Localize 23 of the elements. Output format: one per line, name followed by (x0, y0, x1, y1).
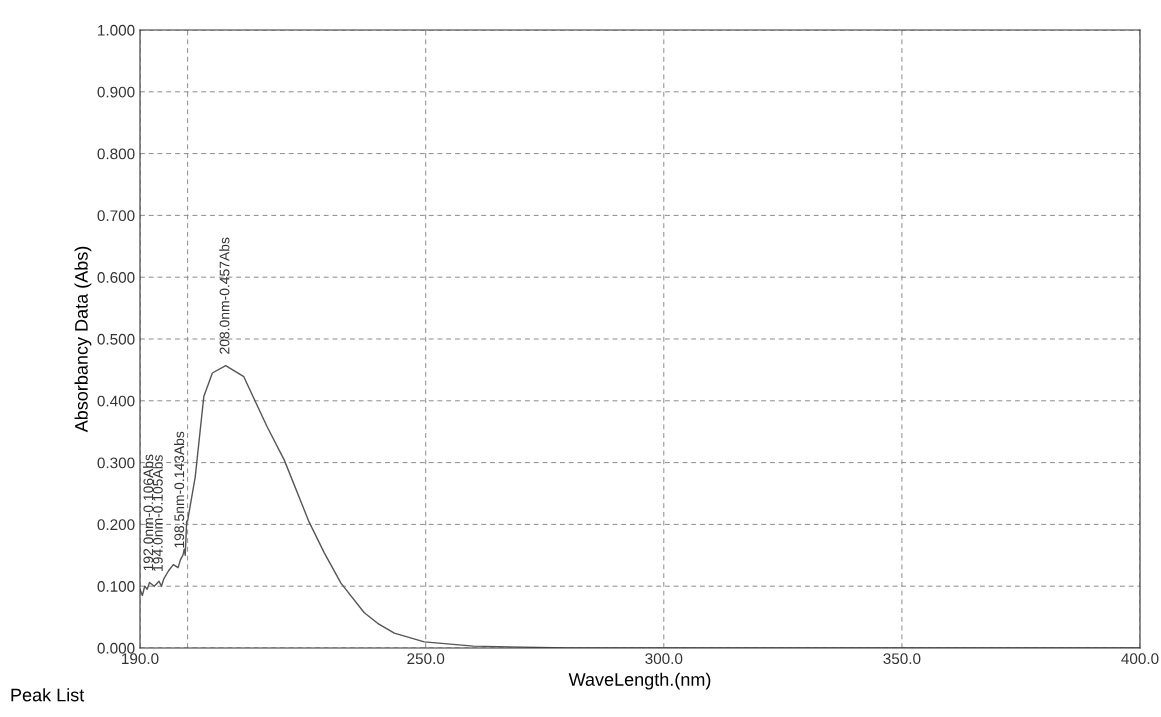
annotation: 194.0nm-0.105Abs (152, 455, 163, 571)
x-tick-label: 300.0 (645, 653, 683, 665)
x-tick-label: 400.0 (1121, 653, 1159, 665)
text: Peak List (11, 688, 85, 702)
y-tick-label: 0.600 (97, 272, 135, 283)
x-tick-label: 190.0 (122, 653, 159, 665)
y-tick-label: 0.000 (97, 642, 135, 654)
x-axis-title: WaveLength.(nm) (568, 672, 711, 690)
y-axis-title: Absorbancy Data (Abs) (74, 246, 92, 433)
x-tick-label: 250.0 (407, 653, 445, 665)
y-tick-label: 0.800 (97, 148, 135, 160)
y-tick-label: 0.400 (97, 395, 135, 407)
y-tick-label: 0.500 (97, 333, 135, 345)
y-tick-label: 1.000 (98, 24, 135, 36)
y-tick-label: 0.300 (97, 457, 135, 469)
annotation: 192.0nm-0.106Abs (143, 454, 154, 571)
y-tick-label: 0.200 (97, 519, 135, 531)
annotation: 208.0nm-0.457Abs (219, 237, 230, 354)
y-tick-label: 0.700 (97, 210, 135, 222)
y-tick-label: 0.900 (97, 86, 135, 98)
x-tick-label: 350.0 (883, 653, 921, 665)
annotation: 198.5nm-0.143Abs (174, 431, 185, 548)
y-tick-label: 0.100 (97, 581, 135, 592)
